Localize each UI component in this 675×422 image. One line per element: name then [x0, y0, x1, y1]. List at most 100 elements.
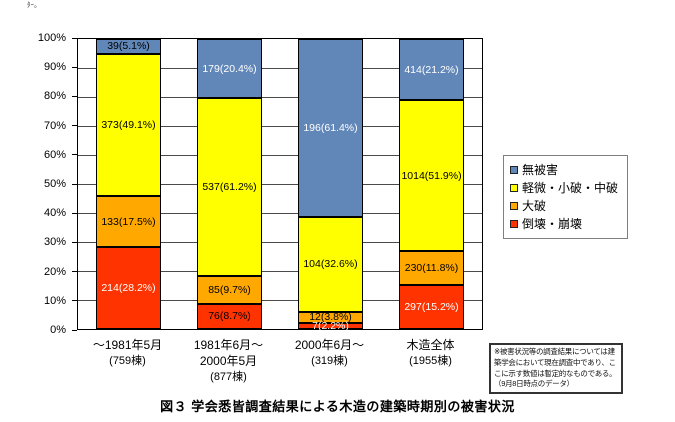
y-tick-label: 90% — [43, 61, 66, 74]
bar-segment: 537(61.2%) — [197, 98, 262, 276]
bar-segment-label: 7(2.2%) — [312, 319, 349, 332]
bar: 414(21.2%) 1014(51.9%) 230(11.8%) 297(15.2%… — [399, 39, 464, 329]
category-label: ～1981年5月 (759棟) — [58, 337, 198, 369]
category-label-line: (319棟) — [311, 355, 348, 367]
legend: 無被害軽微・小破・中破 大破倒壊・崩壊 — [503, 155, 629, 239]
bar-segment-label: 214(28.2%) — [101, 281, 156, 294]
figure-caption: 図３ 学会悉皆調査結果による木造の建築時期別の被害状況 — [160, 399, 515, 414]
y-tick-label: 10% — [43, 294, 66, 307]
y-tick-label: 30% — [43, 236, 66, 249]
legend-item-label: 大破 — [522, 199, 547, 213]
bar-segment: 39(5.1%) — [96, 39, 161, 54]
legend-item: 大破 — [510, 198, 618, 214]
y-tick-label: 60% — [43, 148, 66, 161]
bar-segment: 85(9.7%) — [197, 275, 262, 304]
category-label-line: (1955棟) — [409, 355, 452, 367]
bar-segment-label: 39(5.1%) — [107, 40, 150, 53]
bar-segment: 297(15.2%) — [399, 284, 464, 329]
bar-segment-label: 1014(51.9%) — [401, 169, 462, 182]
legend-item: 無被害 — [510, 162, 618, 178]
note-box: ※被害状況等の調査結果については建 築学会において現在調査中であり、こ こに示す数値… — [489, 343, 623, 395]
y-tick-mark — [72, 66, 77, 68]
gridline — [78, 155, 482, 156]
bar-segment-label: 133(17.5%) — [101, 215, 156, 228]
y-tick-label: 70% — [43, 119, 66, 132]
note-line: ※被害状況等の調査結果については建 — [494, 347, 615, 356]
y-tick-label: 20% — [43, 265, 66, 278]
legend-item: 軽微・小破・中破 — [510, 180, 618, 196]
legend-item: 倒壊・崩壊 — [510, 216, 618, 232]
y-tick-mark — [72, 271, 77, 273]
y-tick-label: 40% — [43, 207, 66, 220]
gridline — [78, 97, 482, 98]
bar-segment: 1014(51.9%) — [399, 100, 464, 251]
bar-segment: 76(8.7%) — [197, 303, 262, 329]
bar: 179(20.4%) 537(61.2%) 85(9.7%) 76(8.7%) — [197, 39, 262, 329]
bar-segment: 104(32.6%) — [298, 217, 363, 312]
legend-color-marker — [510, 220, 518, 228]
y-tick-mark — [72, 241, 77, 243]
legend-color-marker — [510, 166, 518, 174]
plot-area: 39(5.1%) 373(49.1%) 133(17.5%) 214(28.2%) 17… — [77, 38, 483, 331]
bar-segment: 214(28.2%) — [96, 247, 161, 329]
y-tick-label: 100% — [37, 32, 66, 44]
bar-segment: 196(61.4%) — [298, 39, 363, 218]
bar-segment-label: 230(11.8%) — [404, 261, 459, 274]
bar-segment: 373(49.1%) — [96, 53, 161, 197]
category-label-line: 木造全体 — [406, 338, 455, 352]
bar-segment-label: 414(21.2%) — [404, 63, 459, 76]
category-label: 木造全体 (1955棟) — [361, 337, 501, 369]
clipped-text-fragment: ﾀｰ。 — [27, 2, 41, 9]
note-line: 築学会において現在調査中であり、こ — [494, 357, 616, 367]
bar-segment-label: 297(15.2%) — [404, 300, 459, 313]
note-line: （9月8日時点のデータ） — [494, 379, 574, 389]
category-label: 2000年6月～ (319棟) — [260, 337, 400, 369]
y-tick-mark — [72, 183, 77, 185]
category-label-line: ～1981年5月 — [92, 338, 163, 352]
y-tick-mark — [72, 329, 77, 331]
y-axis: 100% 90% 80% 70% 60% 50% 40% 30% 20% 10% 0% — [18, 32, 77, 336]
legend-color-marker — [510, 184, 518, 192]
y-tick-mark — [72, 154, 77, 156]
category-label-line: 2000年5月 — [199, 354, 258, 368]
bar-segment: 133(17.5%) — [96, 196, 161, 248]
legend-item-label: 軽微・小破・中破 — [522, 181, 619, 195]
gridline — [78, 271, 482, 272]
gridline — [78, 68, 482, 69]
bar-segment-label: 76(8.7%) — [208, 310, 251, 323]
gridline — [78, 213, 482, 214]
bar-segment: 179(20.4%) — [197, 39, 262, 99]
x-axis: ～1981年5月 (759棟) 1981年6月～ 2000年5月 (877棟) 2000年… — [0, 337, 675, 395]
y-tick-label: 0% — [50, 324, 66, 336]
y-tick-mark — [72, 37, 77, 39]
bar-segment-label: 12(3.8%) — [309, 310, 352, 323]
note-line: こに示す数値は暫定的なものである。 — [494, 368, 617, 378]
bar-segment-label: 196(61.4%) — [303, 121, 358, 134]
bar: 196(61.4%) 104(32.6%) 12(3.8%) 7(2.2%) — [298, 39, 363, 331]
y-tick-mark — [72, 300, 77, 302]
bar: 39(5.1%) 373(49.1%) 133(17.5%) 214(28.2%) — [96, 39, 161, 329]
bar-segment: 414(21.2%) — [399, 39, 464, 101]
category-label-line: (877棟) — [210, 371, 247, 383]
bar-segment-label: 104(32.6%) — [303, 258, 358, 271]
category-label-line: (759棟) — [109, 355, 146, 367]
bar-segment: 7(2.2%) — [298, 321, 363, 331]
bar-segment: 12(3.8%) — [298, 311, 363, 323]
category-label-line: 1981年6月～ — [193, 338, 264, 352]
y-tick-mark — [72, 95, 77, 97]
y-tick-mark — [72, 212, 77, 214]
gridline — [78, 300, 482, 301]
legend-item-label: 倒壊・崩壊 — [522, 217, 583, 231]
bar-segment-label: 373(49.1%) — [101, 118, 156, 131]
gridline — [78, 242, 482, 243]
gridline — [78, 184, 482, 185]
y-tick-label: 50% — [43, 178, 66, 190]
legend-color-marker — [510, 202, 518, 210]
category-label: 1981年6月～ 2000年5月 (877棟) — [159, 337, 299, 385]
legend-item-label: 無被害 — [522, 163, 559, 177]
gridline — [78, 126, 482, 127]
bar-segment-label: 537(61.2%) — [202, 180, 257, 193]
y-tick-label: 80% — [43, 90, 66, 103]
y-tick-mark — [72, 125, 77, 127]
